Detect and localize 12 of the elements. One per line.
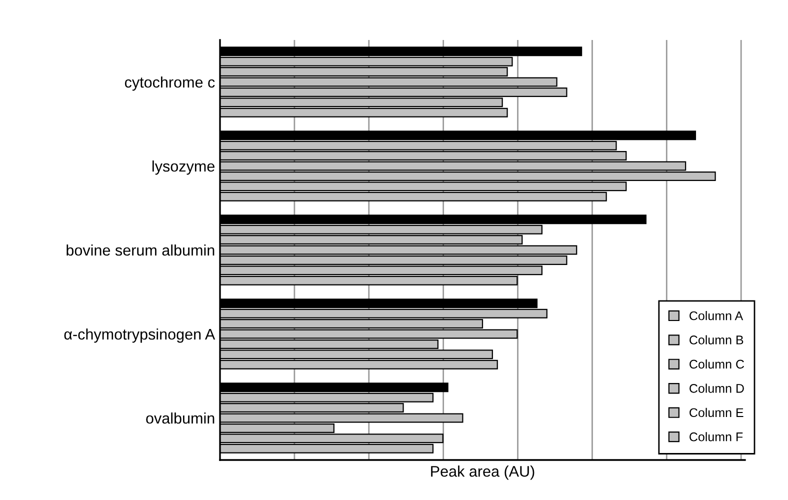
y-tick-label: α-chymotrypsinogen A <box>64 328 216 343</box>
legend-label: Column D <box>690 384 744 393</box>
x-axis-title: Peak area (AU) <box>431 466 534 480</box>
legend-label: Column E <box>690 408 744 418</box>
y-tick-label: cytochrome c <box>124 76 215 91</box>
y-tick-label: bovine serum albumin <box>66 244 214 256</box>
legend-label: Column C <box>690 359 744 369</box>
legend-label: Column F <box>690 432 743 442</box>
legend-label: Column B <box>690 335 744 344</box>
y-tick-label: ovalbumin <box>146 412 214 424</box>
y-tick-label: lysozyme <box>152 160 214 175</box>
legend-label: Column A <box>690 311 744 320</box>
